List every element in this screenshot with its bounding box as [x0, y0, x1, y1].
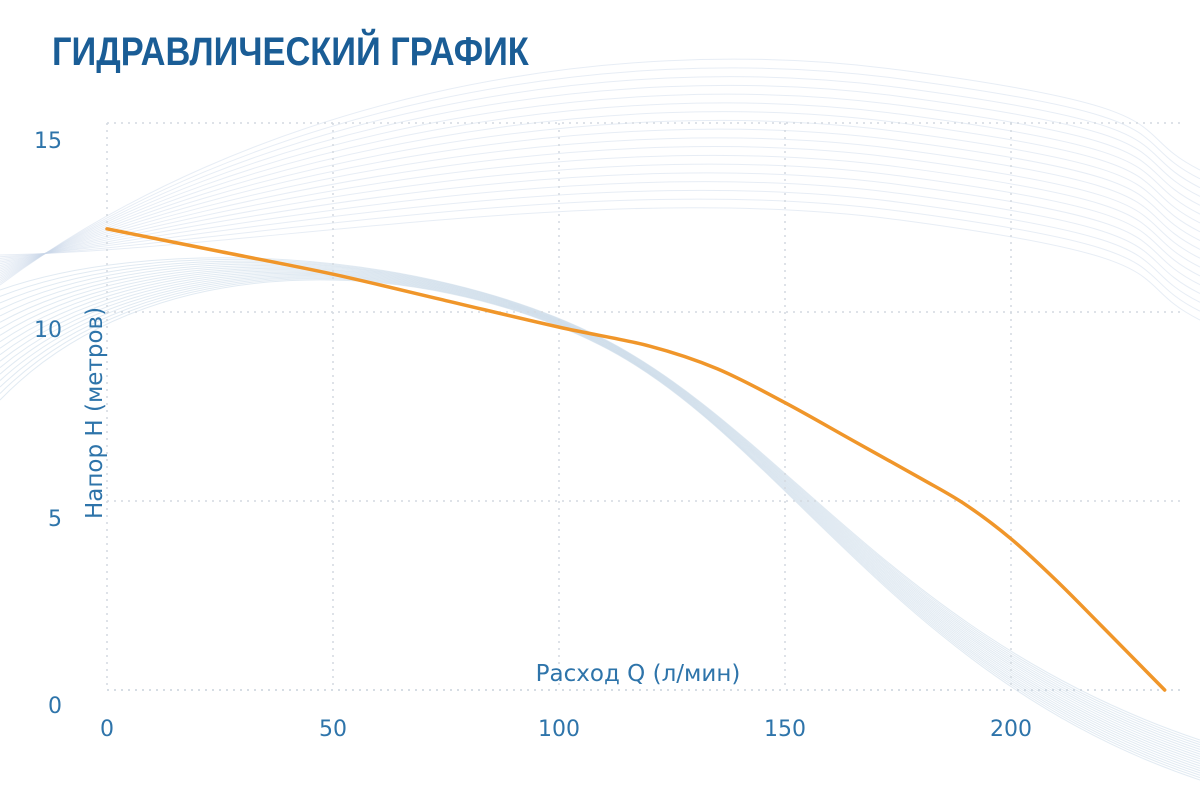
y-tick-label: 5 [48, 507, 62, 532]
series-group [105, 227, 1167, 692]
x-tick-label: 100 [538, 717, 580, 742]
decor-curve [0, 76, 1200, 282]
decor-curve [0, 274, 1200, 769]
x-tick-label: 150 [764, 717, 806, 742]
x-tick-label: 50 [319, 717, 347, 742]
decor-curve [0, 279, 1200, 781]
decor-curve [0, 137, 1200, 270]
decor-curve [0, 276, 1200, 774]
decor-curve [0, 102, 1200, 277]
y-tick-label: 10 [34, 318, 62, 343]
decor-curve [0, 198, 1200, 312]
decor-curve [0, 58, 1200, 286]
decor-curve [0, 189, 1200, 303]
x-tick-label: 0 [100, 717, 114, 742]
background-decoration [0, 58, 1200, 781]
decor-curve [0, 128, 1200, 272]
decor-curve [0, 181, 1200, 294]
grid-lines [106, 122, 1185, 691]
chart-title: ГИДРАВЛИЧЕСКИЙ ГРАФИК [52, 30, 529, 74]
decor-curve [0, 67, 1200, 284]
decor-curve [0, 163, 1200, 277]
decor-curve [0, 154, 1200, 268]
decor-curve [0, 111, 1200, 275]
decor-curve [0, 278, 1200, 779]
y-axis-label: Напор H (метров) [82, 307, 108, 519]
tick-labels: 0 50 100 150 200 0 5 10 15 [34, 129, 1032, 742]
decor-curve [0, 119, 1200, 274]
x-tick-label: 200 [990, 717, 1032, 742]
decor-curve [0, 146, 1200, 268]
decor-curve [0, 275, 1200, 772]
decor-curve [0, 93, 1200, 279]
decor-curve [0, 84, 1200, 281]
decor-curve [0, 277, 1200, 776]
pump-curve-line [105, 227, 1167, 692]
decor-curve [0, 207, 1200, 321]
y-tick-label: 0 [48, 694, 62, 719]
y-tick-label: 15 [34, 129, 62, 154]
x-axis-label: Расход Q (л/мин) [536, 661, 741, 687]
decor-curve [0, 172, 1200, 286]
